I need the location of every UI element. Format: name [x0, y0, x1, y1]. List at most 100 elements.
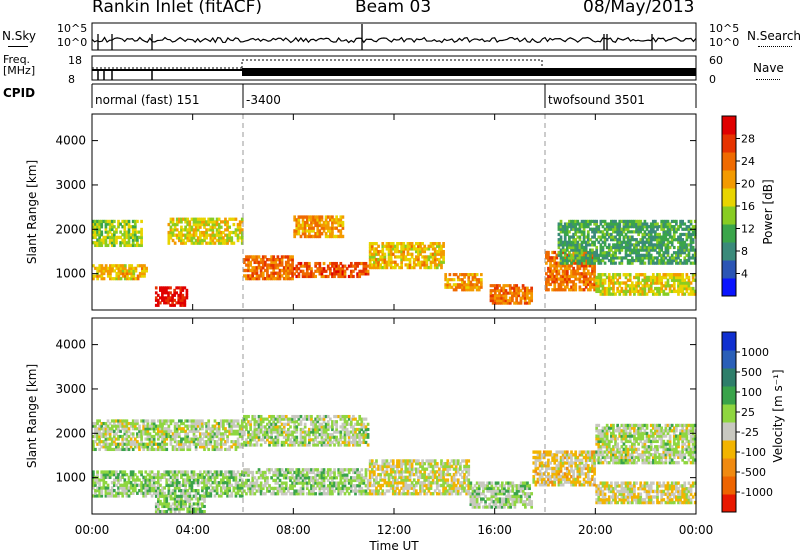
heatmap-cell — [219, 481, 223, 485]
heatmap-cell — [276, 438, 280, 442]
heatmap-cell — [257, 489, 261, 493]
heatmap-cell — [551, 269, 554, 273]
heatmap-cell — [167, 489, 171, 493]
heatmap-cell — [515, 299, 519, 303]
heatmap-cell — [675, 227, 678, 231]
heatmap-cell — [381, 252, 385, 256]
heatmap-cell — [352, 417, 355, 421]
heatmap-cell — [628, 258, 632, 263]
heatmap-cell — [339, 433, 343, 437]
heatmap-cell — [572, 225, 575, 229]
heatmap-cell — [110, 440, 114, 444]
heatmap-cell — [519, 301, 523, 305]
beam-title: Beam 03 — [355, 0, 432, 17]
heatmap-cell — [614, 227, 617, 231]
heatmap-cell — [565, 266, 569, 271]
heatmap-cell — [175, 427, 179, 431]
heatmap-cell — [337, 414, 341, 419]
heatmap-cell — [352, 425, 355, 429]
heatmap-cell — [226, 236, 229, 240]
heatmap-cell — [184, 494, 187, 498]
heatmap-cell — [446, 285, 450, 289]
heatmap-cell — [173, 507, 177, 511]
heatmap-cell — [287, 486, 290, 491]
heatmap-cell — [568, 251, 571, 255]
heatmap-cell — [605, 222, 609, 226]
heatmap-cell — [180, 429, 183, 433]
heatmap-cell — [280, 430, 284, 434]
heatmap-cell — [144, 478, 148, 482]
heatmap-cell — [287, 417, 290, 421]
heatmap-cell — [679, 273, 682, 277]
heatmap-cell — [173, 509, 177, 514]
heatmap-cell — [408, 265, 412, 270]
heatmap-cell — [660, 240, 664, 244]
heatmap-cell — [291, 468, 294, 472]
heatmap-cell — [643, 248, 647, 252]
heatmap-cell — [270, 427, 273, 432]
heatmap-cell — [320, 476, 324, 480]
heatmap-cell — [626, 222, 630, 226]
heatmap-cell — [165, 481, 169, 485]
heatmap-cell — [599, 261, 603, 265]
heatmap-cell — [301, 264, 305, 268]
heatmap-cell — [154, 447, 158, 452]
heatmap-cell — [92, 483, 95, 487]
heatmap-cell — [194, 437, 198, 441]
heatmap-cell — [106, 445, 110, 449]
heatmap-cell — [125, 421, 129, 426]
heatmap-cell — [182, 473, 185, 477]
heatmap-cell — [320, 232, 324, 236]
heatmap-cell — [247, 440, 250, 445]
heatmap-cell — [180, 437, 183, 441]
heatmap-cell — [123, 219, 127, 224]
heatmap-cell — [429, 265, 433, 270]
heatmap-cell — [295, 468, 299, 472]
heatmap-cell — [582, 245, 586, 250]
heatmap-cell — [148, 442, 152, 446]
heatmap-cell — [314, 492, 318, 496]
heatmap-cell — [517, 289, 521, 293]
heatmap-cell — [167, 473, 171, 477]
heatmap-cell — [647, 240, 651, 244]
heatmap-cell — [614, 275, 617, 280]
heatmap-cell — [161, 442, 164, 446]
heatmap-cell — [192, 481, 196, 485]
heatmap-cell — [261, 274, 265, 278]
heatmap-cell — [293, 440, 297, 445]
heatmap-cell — [278, 271, 282, 275]
heatmap-cell — [375, 247, 378, 251]
heatmap-cell — [219, 437, 223, 441]
heatmap-cell — [156, 301, 160, 305]
heatmap-cell — [98, 225, 101, 229]
heatmap-cell — [295, 438, 299, 442]
heatmap-cell — [217, 447, 221, 452]
heatmap-cell — [565, 225, 569, 229]
heatmap-cell — [373, 247, 376, 251]
heatmap-cell — [171, 296, 174, 300]
heatmap-cell — [203, 497, 206, 501]
heatmap-cell — [377, 244, 380, 248]
heatmap-cell — [299, 261, 303, 266]
heatmap-cell — [201, 419, 204, 423]
heatmap-cell — [138, 434, 141, 439]
heatmap-cell — [224, 233, 227, 237]
heatmap-cell — [463, 273, 466, 277]
heatmap-cell — [148, 491, 152, 495]
heatmap-cell — [188, 238, 192, 243]
heatmap-cell — [108, 429, 112, 433]
heatmap-cell — [326, 473, 330, 477]
heatmap-cell — [152, 483, 156, 487]
heatmap-cell — [459, 285, 462, 289]
heatmap-cell — [102, 277, 106, 281]
heatmap-cell — [324, 430, 328, 434]
heatmap-cell — [96, 269, 99, 273]
heatmap-cell — [679, 251, 682, 255]
heatmap-cell — [282, 425, 286, 429]
heatmap-cell — [500, 286, 504, 290]
heatmap-cell — [125, 230, 129, 234]
heatmap-cell — [284, 438, 288, 442]
heatmap-cell — [523, 289, 527, 293]
heatmap-cell — [173, 429, 177, 433]
heatmap-cell — [654, 225, 657, 229]
